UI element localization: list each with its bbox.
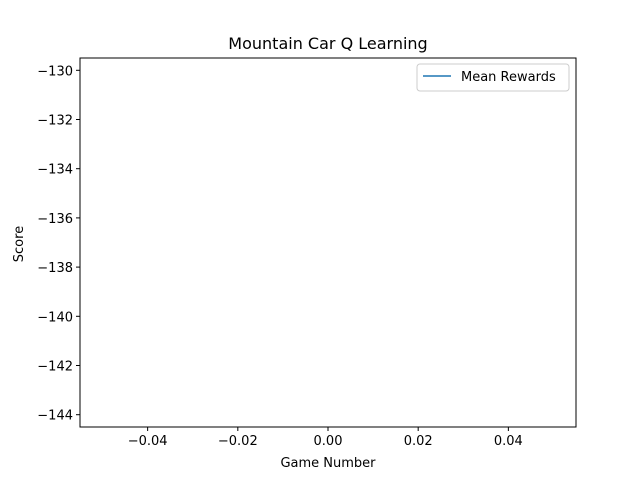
y-tick-label: −142 — [37, 360, 73, 375]
y-tick-label: −132 — [37, 114, 73, 129]
legend-label-mean-rewards: Mean Rewards — [461, 70, 556, 85]
x-tick-label: −0.04 — [128, 434, 168, 449]
y-axis: −130 −132 −134 −136 −138 −140 −142 −144 — [37, 64, 80, 424]
legend: Mean Rewards — [416, 63, 570, 92]
chart-title: Mountain Car Q Learning — [228, 34, 427, 53]
y-tick-label: −144 — [37, 409, 73, 424]
x-tick-label: 0.04 — [494, 434, 523, 449]
x-tick-label: 0.00 — [314, 434, 343, 449]
y-axis-label: Score — [12, 226, 27, 262]
plot-area — [79, 57, 577, 428]
x-tick-label: 0.02 — [404, 434, 433, 449]
x-tick-label: −0.02 — [218, 434, 258, 449]
plot-frame — [79, 57, 577, 428]
legend-frame — [416, 63, 570, 92]
x-axis: −0.04 −0.02 0.00 0.02 0.04 — [128, 427, 523, 449]
x-axis-label: Game Number — [280, 456, 376, 471]
y-tick-label: −130 — [37, 64, 73, 79]
y-tick-label: −134 — [37, 163, 73, 178]
y-tick-label: −140 — [37, 310, 73, 325]
y-tick-label: −138 — [37, 261, 73, 276]
y-tick-label: −136 — [37, 212, 73, 227]
